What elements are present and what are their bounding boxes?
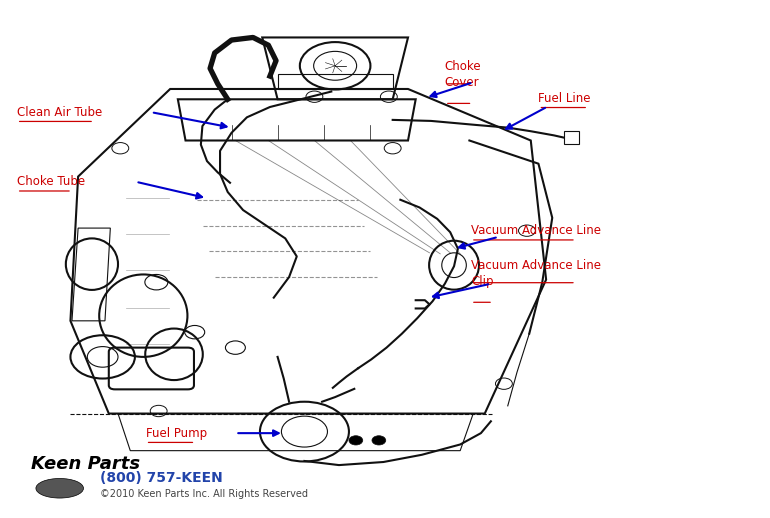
FancyArrowPatch shape — [238, 430, 279, 436]
FancyArrowPatch shape — [433, 284, 488, 298]
FancyArrowPatch shape — [154, 113, 226, 128]
Text: Keen Parts: Keen Parts — [31, 455, 139, 473]
FancyArrowPatch shape — [139, 182, 202, 198]
Text: ©2010 Keen Parts Inc. All Rights Reserved: ©2010 Keen Parts Inc. All Rights Reserve… — [99, 489, 307, 499]
Text: Vacuum Advance Line: Vacuum Advance Line — [471, 224, 601, 237]
Text: Fuel Line: Fuel Line — [538, 92, 591, 105]
FancyArrowPatch shape — [506, 108, 545, 129]
Text: Choke Tube: Choke Tube — [17, 175, 85, 188]
Text: Vacuum Advance Line
Clip: Vacuum Advance Line Clip — [471, 259, 601, 288]
Text: Clean Air Tube: Clean Air Tube — [17, 106, 102, 119]
Circle shape — [372, 436, 386, 445]
FancyArrowPatch shape — [430, 83, 470, 97]
Text: Fuel Pump: Fuel Pump — [146, 427, 207, 440]
Ellipse shape — [36, 479, 83, 498]
Bar — [564, 131, 579, 144]
Circle shape — [349, 436, 363, 445]
Text: Choke
Cover: Choke Cover — [445, 60, 481, 89]
FancyArrowPatch shape — [459, 238, 496, 249]
Text: (800) 757-KEEN: (800) 757-KEEN — [99, 470, 223, 484]
